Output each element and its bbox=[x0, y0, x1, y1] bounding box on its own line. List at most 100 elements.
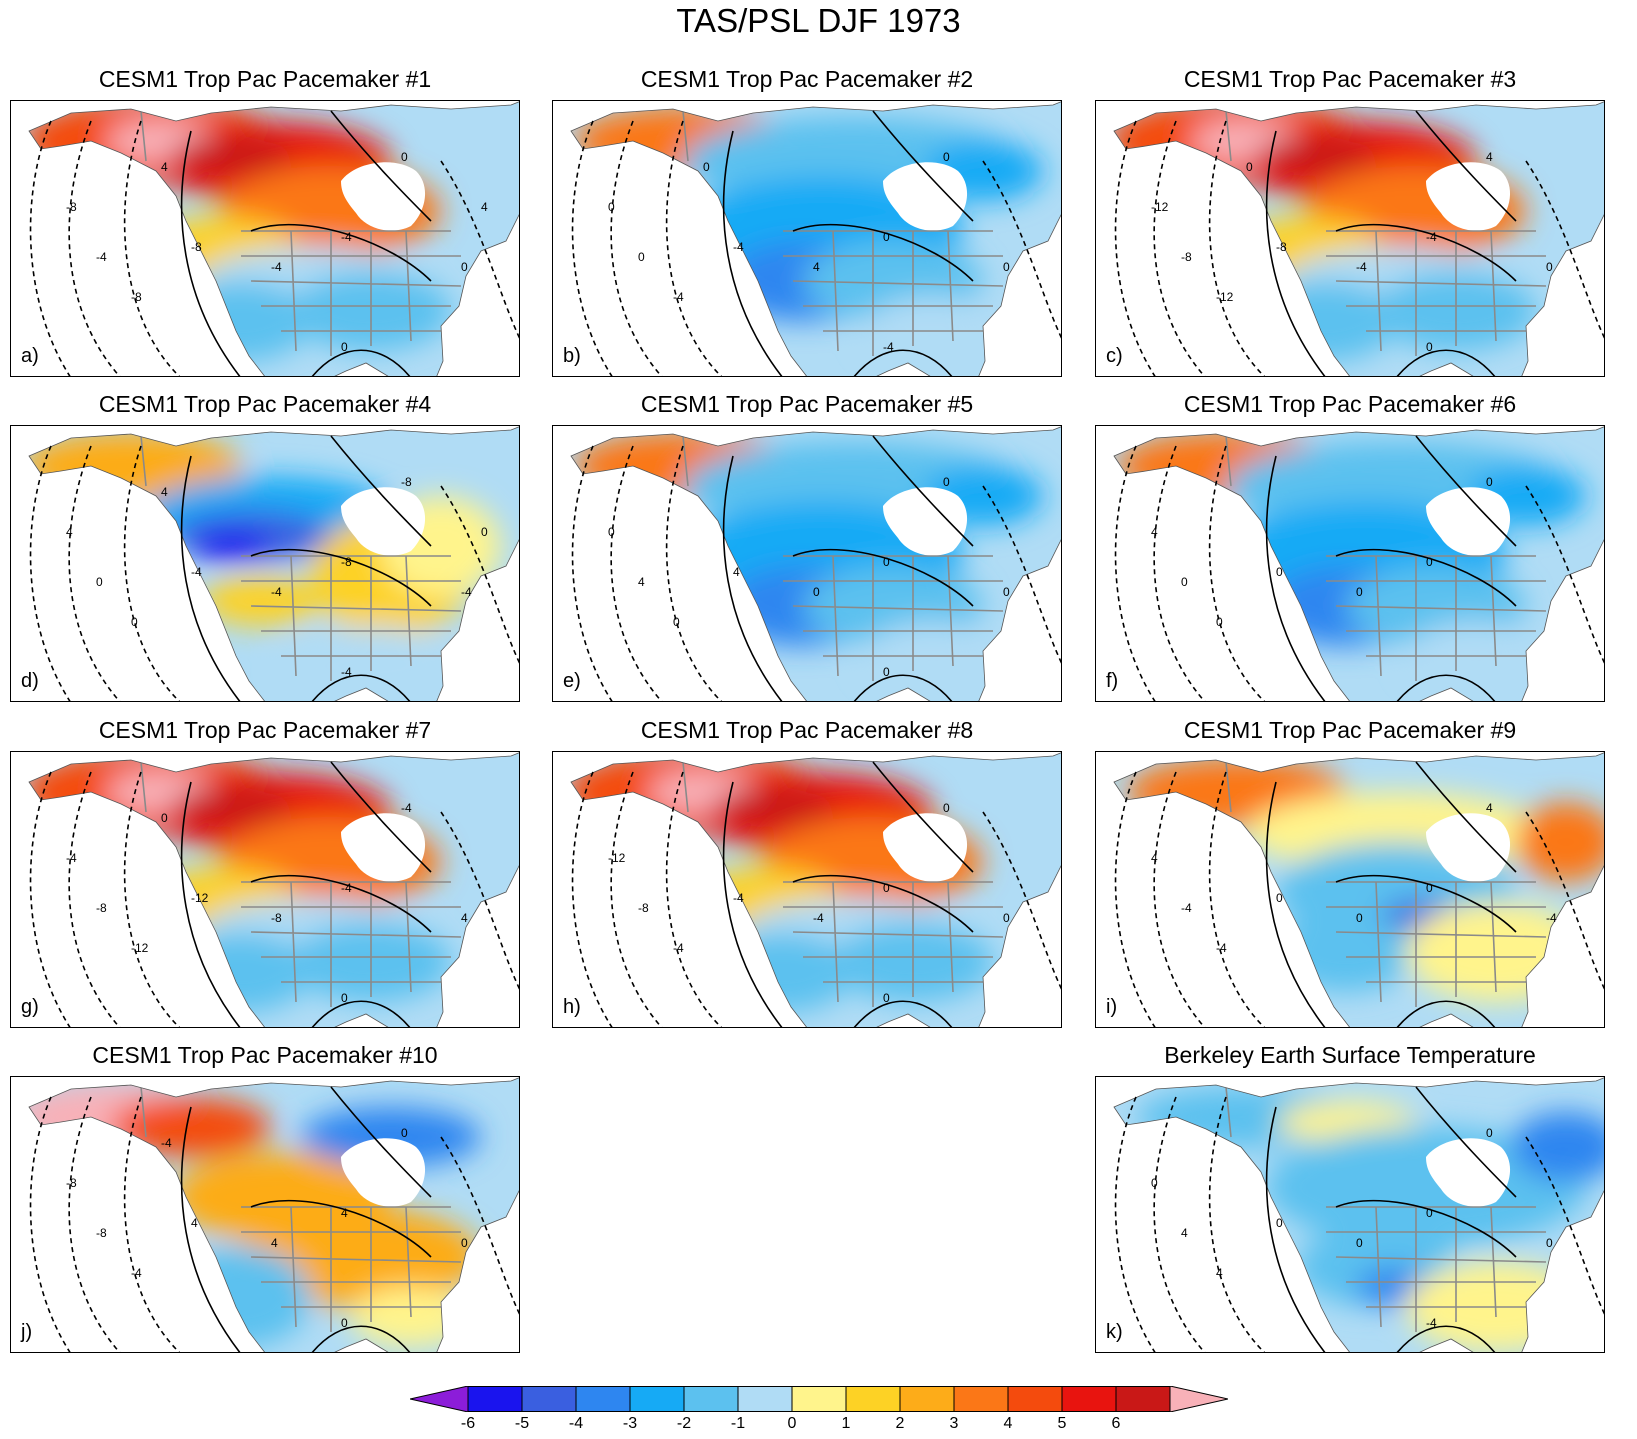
contour-line bbox=[1114, 771, 1156, 1027]
coastline bbox=[28, 1077, 519, 1352]
contour-line bbox=[610, 771, 663, 1027]
contour-label: -8 bbox=[66, 1176, 77, 1190]
contour-line bbox=[1153, 771, 1206, 1027]
contour-label: 0 bbox=[161, 811, 168, 825]
color-bar-segment bbox=[791, 1386, 847, 1412]
map-panel: -8 -4 -8 -8 -4 -4 0 0 0 4 4 a) bbox=[10, 100, 520, 377]
hudson-bay bbox=[341, 1138, 426, 1207]
coastline bbox=[570, 426, 1061, 701]
coastline bbox=[570, 752, 1061, 1027]
map-panel: 0 4 4 0 0 0 0 0 -4 k) bbox=[1095, 1076, 1605, 1353]
contour-label: 0 bbox=[1426, 555, 1433, 569]
contour-label: -4 bbox=[1426, 230, 1437, 244]
contour-label: 4 bbox=[161, 485, 168, 499]
coastline bbox=[1113, 1077, 1604, 1352]
sea-level-pressure-contours bbox=[571, 435, 1061, 701]
contour-label: 0 bbox=[1486, 1126, 1493, 1140]
contour-label: -8 bbox=[96, 901, 107, 915]
contour-line bbox=[610, 445, 663, 701]
contour-line bbox=[1415, 435, 1517, 547]
contour-line bbox=[1265, 455, 1326, 701]
contour-label: -8 bbox=[66, 200, 77, 214]
contour-line bbox=[1335, 223, 1517, 282]
contour-line bbox=[311, 674, 411, 701]
contour-label: -4 bbox=[341, 230, 352, 244]
contour-line bbox=[1153, 445, 1206, 701]
map-panel: -12 -8 -4 -4 -4 0 0 0 0 h) bbox=[552, 751, 1062, 1028]
panel-title: CESM1 Trop Pac Pacemaker #7 bbox=[98, 717, 432, 743]
contour-line bbox=[250, 548, 432, 607]
map-panel: 4 -4 -4 0 0 0 4 -4 i) bbox=[1095, 751, 1605, 1028]
contour-line bbox=[722, 455, 783, 701]
contour-label: 0 bbox=[1003, 260, 1010, 274]
contour-label: 0 bbox=[1276, 891, 1283, 905]
contour-label: 0 bbox=[96, 575, 103, 589]
contour-line bbox=[571, 120, 613, 376]
contour-label: 0 bbox=[1151, 1176, 1158, 1190]
contour-label: 0 bbox=[481, 525, 488, 539]
panel-title: CESM1 Trop Pac Pacemaker #9 bbox=[1183, 717, 1517, 743]
contour-line bbox=[330, 1086, 432, 1198]
contour-label: 0 bbox=[883, 991, 890, 1005]
coastline bbox=[1113, 752, 1604, 1027]
contour-line bbox=[311, 1000, 411, 1027]
contour-label: -4 bbox=[1356, 260, 1367, 274]
map-plot: 4 0 0 0 0 0 0 bbox=[1113, 426, 1604, 701]
contour-line bbox=[311, 349, 411, 376]
color-bar-tick-label: -1 bbox=[730, 1415, 746, 1432]
contour-line bbox=[665, 120, 723, 376]
sea-level-pressure-contours bbox=[29, 435, 519, 701]
contour-line bbox=[1396, 349, 1496, 376]
color-bar-tick-label: 4 bbox=[1003, 1415, 1013, 1432]
contour-line bbox=[792, 874, 974, 933]
contour-line bbox=[180, 455, 241, 701]
contour-label: 4 bbox=[481, 200, 488, 214]
contour-line bbox=[1208, 120, 1266, 376]
contour-label: 0 bbox=[461, 260, 468, 274]
sea-level-pressure-contours bbox=[1114, 435, 1604, 701]
contour-label: -4 bbox=[733, 891, 744, 905]
anomaly-region bbox=[191, 530, 271, 562]
contour-label: -8 bbox=[401, 475, 412, 489]
contour-label: 0 bbox=[1356, 911, 1363, 925]
contour-label: 0 bbox=[673, 615, 680, 629]
contour-line bbox=[610, 120, 663, 376]
contour-label: 4 bbox=[733, 565, 740, 579]
contour-line bbox=[1208, 771, 1266, 1027]
contour-label: -12 bbox=[1216, 290, 1234, 304]
contour-line bbox=[1265, 130, 1326, 376]
contour-label: 0 bbox=[1276, 565, 1283, 579]
contour-label: -4 bbox=[66, 851, 77, 865]
contour-line bbox=[1114, 445, 1156, 701]
state-boundaries bbox=[140, 110, 462, 356]
coastline bbox=[570, 101, 1061, 376]
contour-label: 4 bbox=[161, 160, 168, 174]
contour-line bbox=[571, 771, 613, 1027]
contour-line bbox=[330, 435, 432, 547]
panel-letter: a) bbox=[21, 345, 39, 367]
map-plot: -4 -8 -12 -12 -8 -4 -4 4 0 0 bbox=[28, 752, 519, 1027]
contour-label: -8 bbox=[1276, 240, 1287, 254]
anomaly-region bbox=[171, 281, 311, 361]
color-bar-segment bbox=[737, 1386, 793, 1412]
contour-label: -4 bbox=[341, 665, 352, 679]
contour-label: 0 bbox=[638, 250, 645, 264]
contour-label: -8 bbox=[191, 240, 202, 254]
contour-label: -4 bbox=[191, 565, 202, 579]
map-plot: 0 0 -4 -4 4 0 0 0 -4 0 bbox=[570, 101, 1061, 376]
color-bar-segment bbox=[845, 1386, 901, 1412]
contour-line bbox=[1525, 1136, 1604, 1315]
contour-line bbox=[1265, 781, 1326, 1027]
contour-line bbox=[68, 445, 121, 701]
panel-letter: c) bbox=[1106, 345, 1123, 367]
panel-letter: i) bbox=[1106, 996, 1118, 1018]
color-bar-tick-label: -6 bbox=[460, 1415, 476, 1432]
panel-letter: g) bbox=[21, 996, 39, 1018]
hudson-bay bbox=[883, 162, 968, 231]
contour-line bbox=[1208, 445, 1266, 701]
contour-line bbox=[1208, 1096, 1266, 1352]
temperature-anomaly-field bbox=[29, 1077, 519, 1352]
panel-title: CESM1 Trop Pac Pacemaker #2 bbox=[640, 66, 974, 92]
contour-label: -4 bbox=[813, 911, 824, 925]
contour-line bbox=[1335, 1199, 1517, 1258]
